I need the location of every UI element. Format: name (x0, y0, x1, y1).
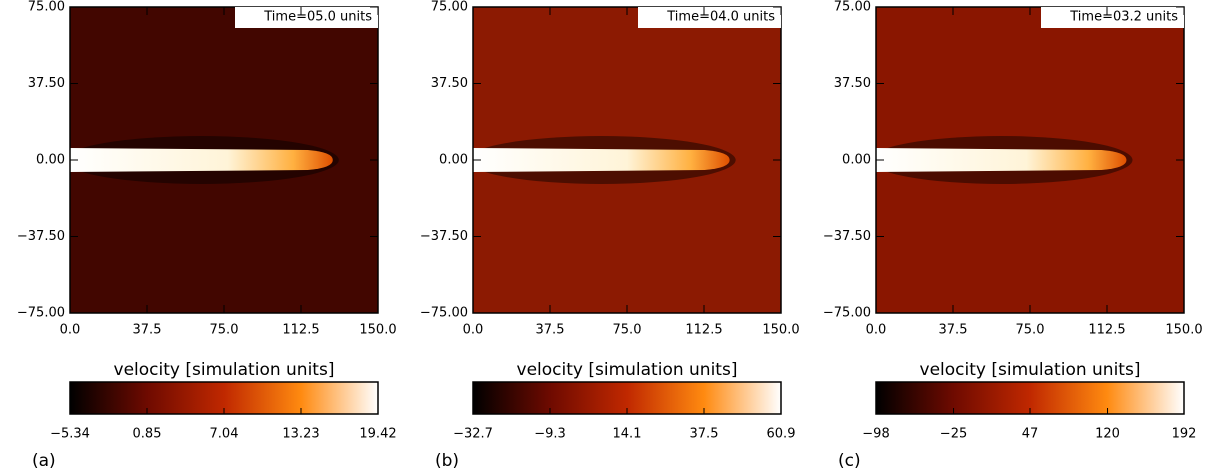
colorbar-tick-label: 120 (1095, 427, 1120, 442)
x-tick-label: 150.0 (762, 323, 799, 338)
jet (876, 148, 1127, 172)
panel-label: (c) (838, 451, 861, 471)
colorbar-tick-label: 192 (1172, 427, 1197, 442)
y-tick-label: 0.00 (842, 153, 871, 168)
plot-area (473, 7, 781, 313)
y-tick-label: 37.50 (431, 76, 468, 91)
colorbar-tick-label: −9.3 (534, 427, 566, 442)
annotation: Time=05.0 units (263, 10, 372, 25)
colorbar-tick-label: 60.9 (767, 427, 796, 442)
y-tick-label: 37.50 (28, 76, 65, 91)
x-tick-label: 0.0 (463, 323, 484, 338)
x-tick-label: 0.0 (866, 323, 887, 338)
y-tick-label: −75.00 (823, 306, 871, 321)
colorbar-tick-label: 37.5 (690, 427, 719, 442)
plot-area (70, 7, 378, 313)
y-tick-label: −75.00 (17, 306, 65, 321)
annotation: Time=04.0 units (666, 10, 775, 25)
jet (70, 148, 333, 172)
y-tick-label: −37.50 (823, 229, 871, 244)
colorbar-label: velocity [simulation units] (517, 360, 738, 380)
colorbar-tick-label: 14.1 (613, 427, 642, 442)
y-tick-label: 75.00 (834, 0, 871, 15)
colorbar-label: velocity [simulation units] (920, 360, 1141, 380)
panel-label: (b) (435, 451, 459, 471)
colorbar-tick-label: 13.23 (282, 427, 319, 442)
x-tick-label: 150.0 (1165, 323, 1202, 338)
jet (473, 148, 730, 172)
colorbar-tick-label: 47 (1022, 427, 1039, 442)
x-tick-label: 112.5 (1088, 323, 1125, 338)
x-tick-label: 37.5 (133, 323, 162, 338)
x-tick-label: 0.0 (60, 323, 81, 338)
colorbar-label: velocity [simulation units] (114, 360, 335, 380)
y-tick-label: 0.00 (439, 153, 468, 168)
y-tick-label: −75.00 (420, 306, 468, 321)
colorbar-tick-label: 7.04 (210, 427, 239, 442)
y-tick-label: −37.50 (17, 229, 65, 244)
colorbar-tick-label: −25 (940, 427, 967, 442)
annotation-box (1041, 7, 1184, 28)
y-tick-label: 75.00 (28, 0, 65, 15)
y-tick-label: 75.00 (431, 0, 468, 15)
x-tick-label: 37.5 (939, 323, 968, 338)
colorbar-tick-label: 19.42 (359, 427, 396, 442)
x-tick-label: 112.5 (282, 323, 319, 338)
y-tick-label: −37.50 (420, 229, 468, 244)
colorbar-tick-label: −32.7 (453, 427, 493, 442)
colorbar-tick-label: 0.85 (133, 427, 162, 442)
annotation-box (638, 7, 781, 28)
x-tick-label: 75.0 (210, 323, 239, 338)
colorbar-tick-label: −98 (862, 427, 889, 442)
x-tick-label: 37.5 (536, 323, 565, 338)
colorbar-tick-label: −5.34 (50, 427, 90, 442)
x-tick-label: 75.0 (1016, 323, 1045, 338)
annotation-box (235, 7, 378, 28)
x-tick-label: 150.0 (359, 323, 396, 338)
y-tick-label: 0.00 (36, 153, 65, 168)
panel-label: (a) (32, 451, 56, 471)
annotation: Time=03.2 units (1069, 10, 1178, 25)
y-tick-label: 37.50 (834, 76, 871, 91)
plot-area (876, 7, 1184, 313)
x-tick-label: 112.5 (685, 323, 722, 338)
x-tick-label: 75.0 (613, 323, 642, 338)
